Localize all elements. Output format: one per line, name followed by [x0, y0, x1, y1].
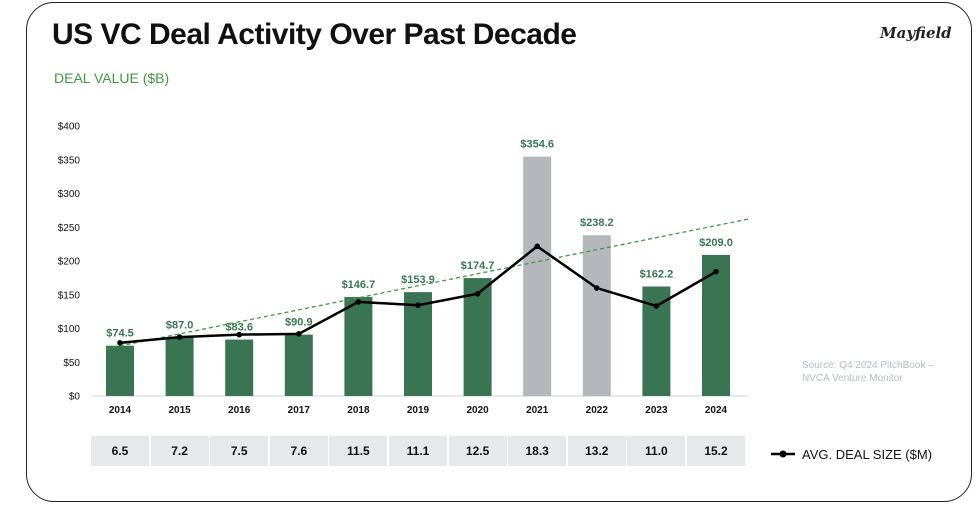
bar	[225, 339, 254, 396]
y-tick-label: $150	[58, 290, 81, 301]
avg-deal-size-point	[474, 290, 481, 297]
avg-deal-size-cell: 13.2	[567, 436, 626, 466]
chart-card	[26, 2, 972, 502]
avg-deal-size-cell: 7.2	[150, 436, 209, 466]
bar-value-label: $90.9	[285, 317, 313, 329]
y-tick-label: $350	[58, 155, 81, 166]
bar-value-label: $146.7	[342, 279, 376, 291]
avg-deal-size-cell: 7.6	[269, 436, 328, 466]
avg-deal-size-point	[117, 340, 123, 346]
bar-value-label: $174.7	[461, 260, 495, 272]
avg-deal-size-point	[415, 302, 421, 309]
y-tick-label: $400	[58, 122, 81, 133]
avg-deal-size-point	[355, 299, 362, 305]
bar	[284, 334, 313, 396]
avg-deal-size-point	[713, 268, 719, 275]
x-tick-label: 2020	[466, 405, 489, 416]
y-tick-label: $200	[58, 257, 81, 268]
x-tick-label: 2021	[526, 405, 549, 416]
avg-deal-size-point	[236, 331, 242, 338]
chart-subtitle: DEAL VALUE ($B)	[54, 70, 170, 86]
bar	[344, 296, 373, 396]
bar	[106, 345, 134, 396]
y-tick-label: $0	[69, 392, 81, 403]
avg-deal-size-cell: 18.3	[508, 436, 567, 466]
bar	[463, 278, 492, 396]
legend-label: AVG. DEAL SIZE ($M)	[802, 446, 933, 462]
x-tick-label: 2024	[705, 405, 728, 416]
x-tick-label: 2018	[347, 405, 370, 416]
bar-value-label: $162.2	[640, 269, 674, 281]
x-tick-label: 2023	[645, 405, 668, 416]
bar	[582, 235, 611, 396]
bar-value-label: $74.5	[106, 328, 134, 340]
avg-deal-size-point	[534, 243, 540, 250]
y-tick-label: $250	[58, 223, 81, 234]
y-tick-label: $50	[63, 358, 80, 369]
bar-value-label: $87.0	[166, 319, 194, 331]
avg-deal-size-point	[653, 303, 660, 309]
avg-deal-size-cell: 12.5	[448, 436, 507, 466]
bar	[523, 156, 552, 396]
x-tick-label: 2016	[228, 405, 251, 416]
source-note: Source: Q4 2024 PitchBook – NVCA Venture…	[802, 360, 934, 384]
avg-deal-size-cell: 11.0	[627, 436, 686, 466]
bar-value-label: $83.6	[225, 322, 253, 334]
bar	[404, 292, 432, 396]
avg-deal-size-point	[176, 334, 183, 340]
bar-value-label: $354.6	[520, 139, 554, 151]
x-tick-label: 2017	[288, 405, 311, 416]
avg-deal-size-cell: 7.5	[210, 436, 269, 466]
bar	[165, 337, 194, 396]
x-tick-label: 2022	[586, 405, 609, 416]
bar-value-label: $238.2	[580, 217, 614, 229]
bar-value-label: $209.0	[699, 237, 733, 249]
page-title: US VC Deal Activity Over Past Decade	[52, 18, 577, 51]
y-tick-label: $300	[58, 189, 81, 200]
x-tick-label: 2014	[109, 405, 132, 416]
x-tick-label: 2015	[168, 405, 191, 416]
y-tick-label: $100	[58, 324, 81, 335]
legend: AVG. DEAL SIZE ($M)	[770, 444, 932, 464]
avg-deal-size-cell: 6.5	[91, 436, 149, 466]
avg-deal-size-cell: 15.2	[687, 436, 745, 466]
x-tick-label: 2019	[407, 405, 430, 416]
avg-deal-size-cell: 11.5	[329, 436, 388, 466]
avg-deal-size-point	[296, 331, 302, 337]
mayfield-logo: Mayfield	[880, 24, 952, 42]
avg-deal-size-cell: 11.1	[389, 436, 447, 466]
avg-deal-size-point	[594, 285, 600, 291]
legend-line-marker-icon	[771, 450, 795, 458]
bar-value-label: $153.9	[401, 274, 435, 286]
